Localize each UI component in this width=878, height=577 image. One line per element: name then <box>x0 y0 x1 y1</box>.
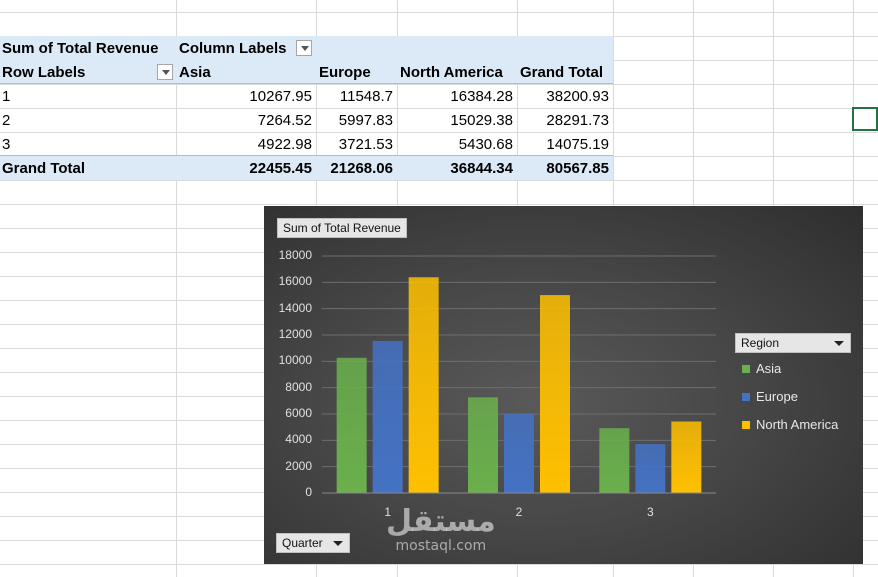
y-tick-label: 18000 <box>278 248 312 262</box>
pivot-column-header: Europe <box>319 64 371 81</box>
legend-field-button[interactable]: Region <box>735 333 851 353</box>
y-tick-label: 16000 <box>278 274 312 289</box>
legend-label: Asia <box>756 361 782 376</box>
watermark-latin: mostaql.com <box>395 538 487 554</box>
x-tick-label: 2 <box>515 505 523 519</box>
column-labels-filter-button[interactable] <box>296 40 312 56</box>
bar[interactable] <box>671 421 702 493</box>
y-tick-label: 12000 <box>278 327 312 341</box>
pivot-column-header: Grand Total <box>520 64 604 81</box>
bar[interactable] <box>468 397 498 493</box>
pivot-total-line <box>0 155 613 156</box>
pivot-cell: 7264.52 <box>257 112 312 129</box>
pivot-row-label: 2 <box>2 112 11 129</box>
pivot-column-header: Asia <box>179 64 211 81</box>
bar[interactable] <box>336 357 367 493</box>
pivot-cell: 10267.95 <box>249 88 312 105</box>
legend-item[interactable]: Asia <box>742 361 781 376</box>
pivot-row-label: 1 <box>2 88 11 105</box>
pivot-cell: 11548.7 <box>339 88 393 105</box>
bar[interactable] <box>635 443 666 493</box>
pivot-cell: 16384.28 <box>450 88 513 105</box>
y-tick-label: 8000 <box>285 379 312 394</box>
pivot-row-labels: Row Labels <box>2 64 86 81</box>
pivot-value-field: Sum of Total Revenue <box>2 40 159 57</box>
watermark-arabic: مستقل <box>386 504 496 539</box>
pivot-column-header: North America <box>400 64 503 81</box>
legend-label: Europe <box>756 389 798 404</box>
legend-label: North America <box>756 417 839 432</box>
bar[interactable] <box>504 414 534 493</box>
value-field-button[interactable]: Sum of Total Revenue <box>277 218 407 238</box>
selected-cell[interactable] <box>852 107 878 131</box>
pivot-cell: 5997.83 <box>338 112 393 129</box>
pivot-grand-total-label: Grand Total <box>2 160 86 177</box>
pivot-cell: 15029.38 <box>450 112 513 129</box>
pivot-cell: 4922.98 <box>257 136 312 153</box>
legend-swatch <box>742 364 750 373</box>
pivot-row-label: 3 <box>2 136 11 153</box>
x-tick-label: 1 <box>384 505 391 519</box>
x-tick-label: 3 <box>646 505 654 519</box>
legend-swatch <box>742 392 750 401</box>
chevron-down-icon <box>834 341 844 346</box>
pivot-header-line <box>0 83 613 84</box>
bar[interactable] <box>540 295 570 493</box>
bar[interactable] <box>372 340 403 493</box>
pivot-cell: 3721.53 <box>338 136 393 153</box>
chevron-down-icon <box>333 541 343 546</box>
y-tick-label: 0 <box>305 485 312 499</box>
legend-item[interactable]: North America <box>742 417 838 432</box>
y-tick-label: 14000 <box>278 300 312 315</box>
legend-item[interactable]: Europe <box>742 389 798 404</box>
pivot-total-cell: 21268.06 <box>330 160 393 177</box>
pivot-total-cell: 80567.85 <box>546 160 609 177</box>
pivot-cell: 38200.93 <box>546 88 609 105</box>
bar[interactable] <box>599 428 630 493</box>
axis-field-button[interactable]: Quarter <box>276 533 350 553</box>
y-tick-label: 2000 <box>285 458 312 473</box>
pivot-total-cell: 36844.34 <box>450 160 513 177</box>
pivot-cell: 5430.68 <box>458 136 513 153</box>
chart-plot <box>322 255 716 494</box>
legend-field-label: Region <box>741 336 780 350</box>
y-tick-label: 10000 <box>278 353 312 368</box>
row-labels-filter-button[interactable] <box>157 64 173 80</box>
pivot-total-band <box>0 156 613 180</box>
legend-swatch <box>742 420 750 429</box>
y-tick-label: 6000 <box>285 406 312 420</box>
pivot-chart[interactable]: Sum of Total Revenue Region Asia Europe No… <box>264 206 863 564</box>
pivot-cell: 28291.73 <box>546 112 609 129</box>
bar[interactable] <box>408 277 439 493</box>
pivot-column-labels: Column Labels <box>179 40 287 57</box>
axis-field-label: Quarter <box>282 536 323 550</box>
watermark: مستقل mostaql.com <box>386 504 496 555</box>
pivot-cell: 14075.19 <box>546 136 609 153</box>
pivot-total-cell: 22455.45 <box>249 160 312 177</box>
y-tick-label: 4000 <box>285 432 312 447</box>
